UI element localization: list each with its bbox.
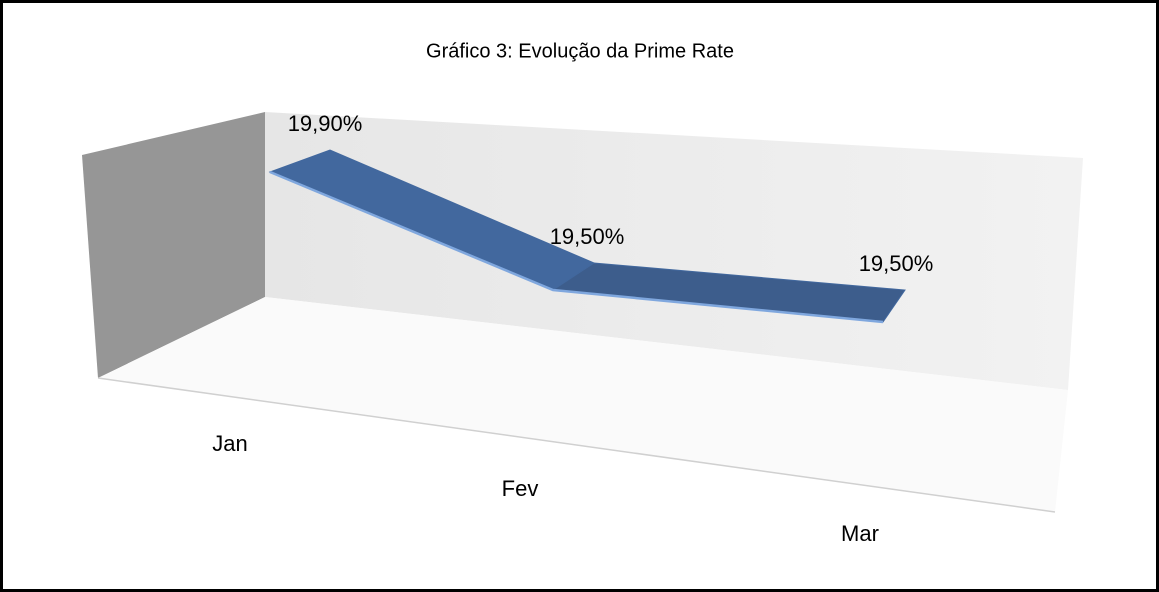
data-label: 19,50% — [859, 251, 934, 276]
floor — [98, 297, 1068, 512]
x-tick-label: Mar — [841, 521, 879, 546]
side-wall — [82, 112, 265, 378]
data-label: 19,50% — [550, 224, 625, 249]
x-tick-label: Jan — [212, 431, 247, 456]
line-edge — [269, 170, 884, 324]
x-tick-label: Fev — [502, 476, 539, 501]
chart-title: Gráfico 3: Evolução da Prime Rate — [426, 40, 734, 62]
data-label: 19,90% — [288, 111, 363, 136]
floor-edge — [97, 377, 1056, 513]
